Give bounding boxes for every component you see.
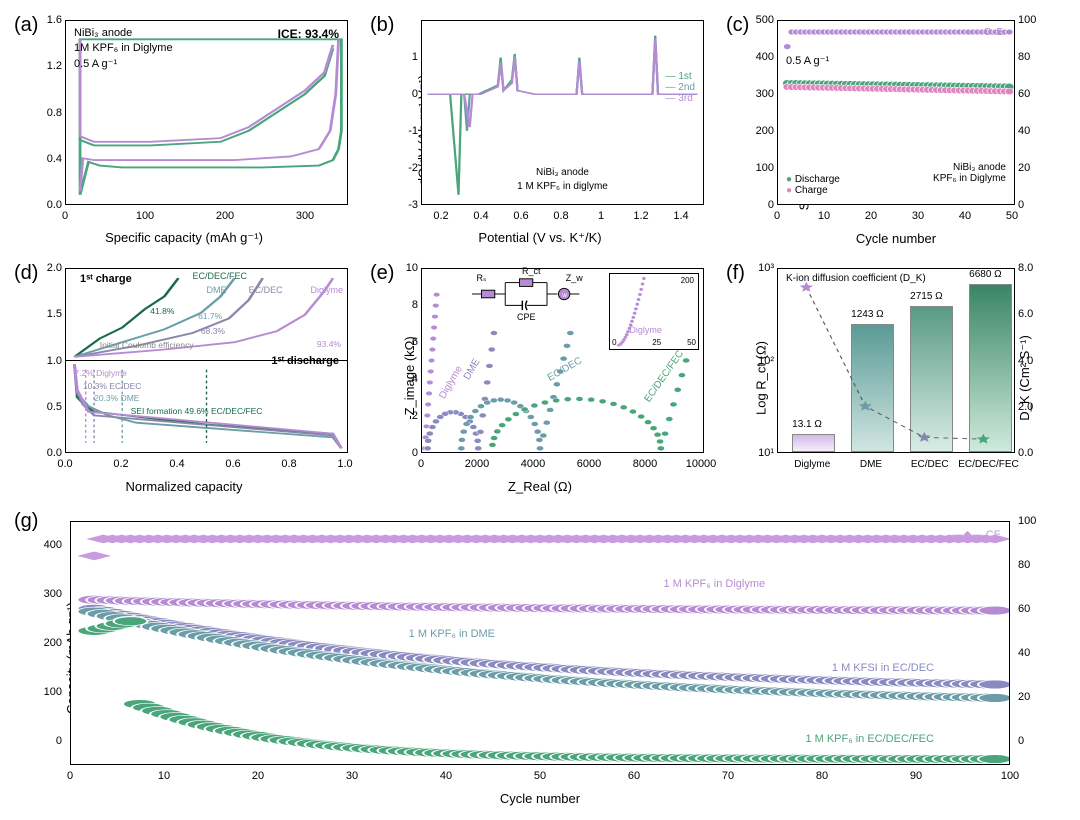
panel-d-ice3: 68.3% <box>201 326 225 336</box>
panel-b-label: (b) <box>370 14 394 37</box>
panel-f-label: (f) <box>726 262 745 285</box>
panel-b-xlabel: Potential (V vs. K⁺/K) <box>478 230 601 246</box>
panel-d-sei4: 7.2% Diglyme <box>74 368 126 378</box>
panel-e-label: (e) <box>370 262 394 285</box>
panel-f: (f) Log R_ct (Ω) D_K (Cm² S⁻¹) K-ion dif… <box>722 258 1070 498</box>
panel-g-label: (g) <box>14 510 38 533</box>
panel-d-ecdecfec: EC/DEC/FEC <box>192 271 247 281</box>
panel-a-electrolyte: 1M KPF₆ in Diglyme <box>74 42 173 54</box>
panel-d-discharge-title: 1ˢᵗ discharge <box>271 355 339 367</box>
panel-d-chart: 1ˢᵗ charge 1ˢᵗ discharge EC/DEC/FEC DME … <box>65 268 348 453</box>
panel-d-sei3: 10.3% EC/DEC <box>83 381 142 391</box>
panel-g-xlabel: Cycle number <box>500 791 580 806</box>
panel-f-ylabel: Log R_ct (Ω) <box>754 341 769 415</box>
panel-c-rate: 0.5 A g⁻¹ <box>786 54 829 67</box>
panel-f-svg <box>778 269 1014 452</box>
g-dme: 1 M KPF₆ in DME <box>409 628 495 640</box>
circuit-diagram: w Rₛ R_ct CPE Z_w <box>461 275 587 313</box>
panel-c-legend: ● Discharge ● Charge <box>786 174 840 196</box>
panel-g: (g) Capacity (mAh g⁻¹) Coulombic efficie… <box>10 506 1070 810</box>
panel-e-chart: w Rₛ R_ct CPE Z_w 200 0 25 50 Diglyme Di… <box>421 268 704 453</box>
panel-c-xlabel: Cycle number <box>856 231 936 246</box>
panel-a-label: (a) <box>14 14 38 37</box>
g-diglyme: 1 M KPF₆ in Diglyme <box>663 578 765 590</box>
panel-d: (d) Potential (V vs. K⁺/K) Normalized ca… <box>10 258 358 498</box>
panel-d-sei1: SEI formation 49.6% EC/DEC/FEC <box>131 406 263 416</box>
panel-c-system: NiBi₃ anode KPF₆ in Diglyme <box>933 162 1006 184</box>
panel-g-svg <box>71 522 1009 764</box>
panel-a-ice: ICE: 93.4% <box>278 27 339 41</box>
panel-e: (e) -Z_image (kΩ) Z_Real (Ω) <box>366 258 714 498</box>
panel-b-electrolyte: 1 M KPF₆ in diglyme <box>517 181 608 192</box>
panel-a-chart: NiBi₃ anode 1M KPF₆ in Diglyme 0.5 A g⁻¹… <box>65 20 348 205</box>
panel-d-sei2: 20.3% DME <box>94 393 139 403</box>
panel-b-chart: NiBi₃ anode 1 M KPF₆ in diglyme — 1st — … <box>421 20 704 205</box>
panel-a-system: NiBi₃ anode <box>74 27 132 39</box>
panel-d-dme: DME <box>207 285 227 295</box>
panel-g-chart: —◆— CE 1 M KPF₆ in Diglyme 1 M KPF₆ in D… <box>70 521 1010 765</box>
g-ce-legend: —◆— CE <box>952 528 1001 541</box>
g-ecdecfec: 1 M KPF₆ in EC/DEC/FEC <box>805 733 934 745</box>
panel-d-ice1: 41.8% <box>150 306 174 316</box>
panel-e-xlabel: Z_Real (Ω) <box>508 479 572 494</box>
panel-a-xlabel: Specific capacity (mAh g⁻¹) <box>105 230 263 246</box>
panel-b-system: NiBi₃ anode <box>536 167 589 178</box>
panel-d-label: (d) <box>14 262 38 285</box>
panel-d-diglyme: Diglyme <box>310 285 343 295</box>
panel-d-ice2: 61.7% <box>198 311 222 321</box>
g-ecdec: 1 M KFSI in EC/DEC <box>832 662 934 674</box>
panel-c-ce-legend: --○-- C. E. <box>962 27 1006 38</box>
panel-c-chart: 0.5 A g⁻¹ --○-- C. E. ● Discharge ● Char… <box>777 20 1015 205</box>
panel-e-inset: 200 0 25 50 Diglyme <box>609 273 699 350</box>
panel-d-xlabel: Normalized capacity <box>125 479 242 494</box>
panel-f-chart: K-ion diffusion coefficient (D_K) 13.1 Ω… <box>777 268 1015 453</box>
panel-d-ice4: 93.4% <box>317 339 341 349</box>
panel-c-label: (c) <box>726 14 749 37</box>
panel-d-icelabel: Initial Coulomb efficiency <box>100 340 194 350</box>
panel-c: (c) Specific capacity (mA h g⁻¹) Coulomb… <box>722 10 1070 250</box>
panel-b-legend: — 1st — 2nd — 3rd <box>666 71 695 104</box>
panel-d-charge-title: 1ˢᵗ charge <box>80 273 132 285</box>
panel-b: (b) dQ/dV (Ah g⁻¹ V⁻¹) Potential (V vs. … <box>366 10 714 250</box>
svg-text:w: w <box>562 292 568 299</box>
figure-container: (a) Potentail (V vs. K⁺/K) Specific capa… <box>0 0 1080 820</box>
panel-a-rate: 0.5 A g⁻¹ <box>74 57 117 70</box>
panel-d-ecdec: EC/DEC <box>249 285 283 295</box>
panel-a: (a) Potentail (V vs. K⁺/K) Specific capa… <box>10 10 358 250</box>
